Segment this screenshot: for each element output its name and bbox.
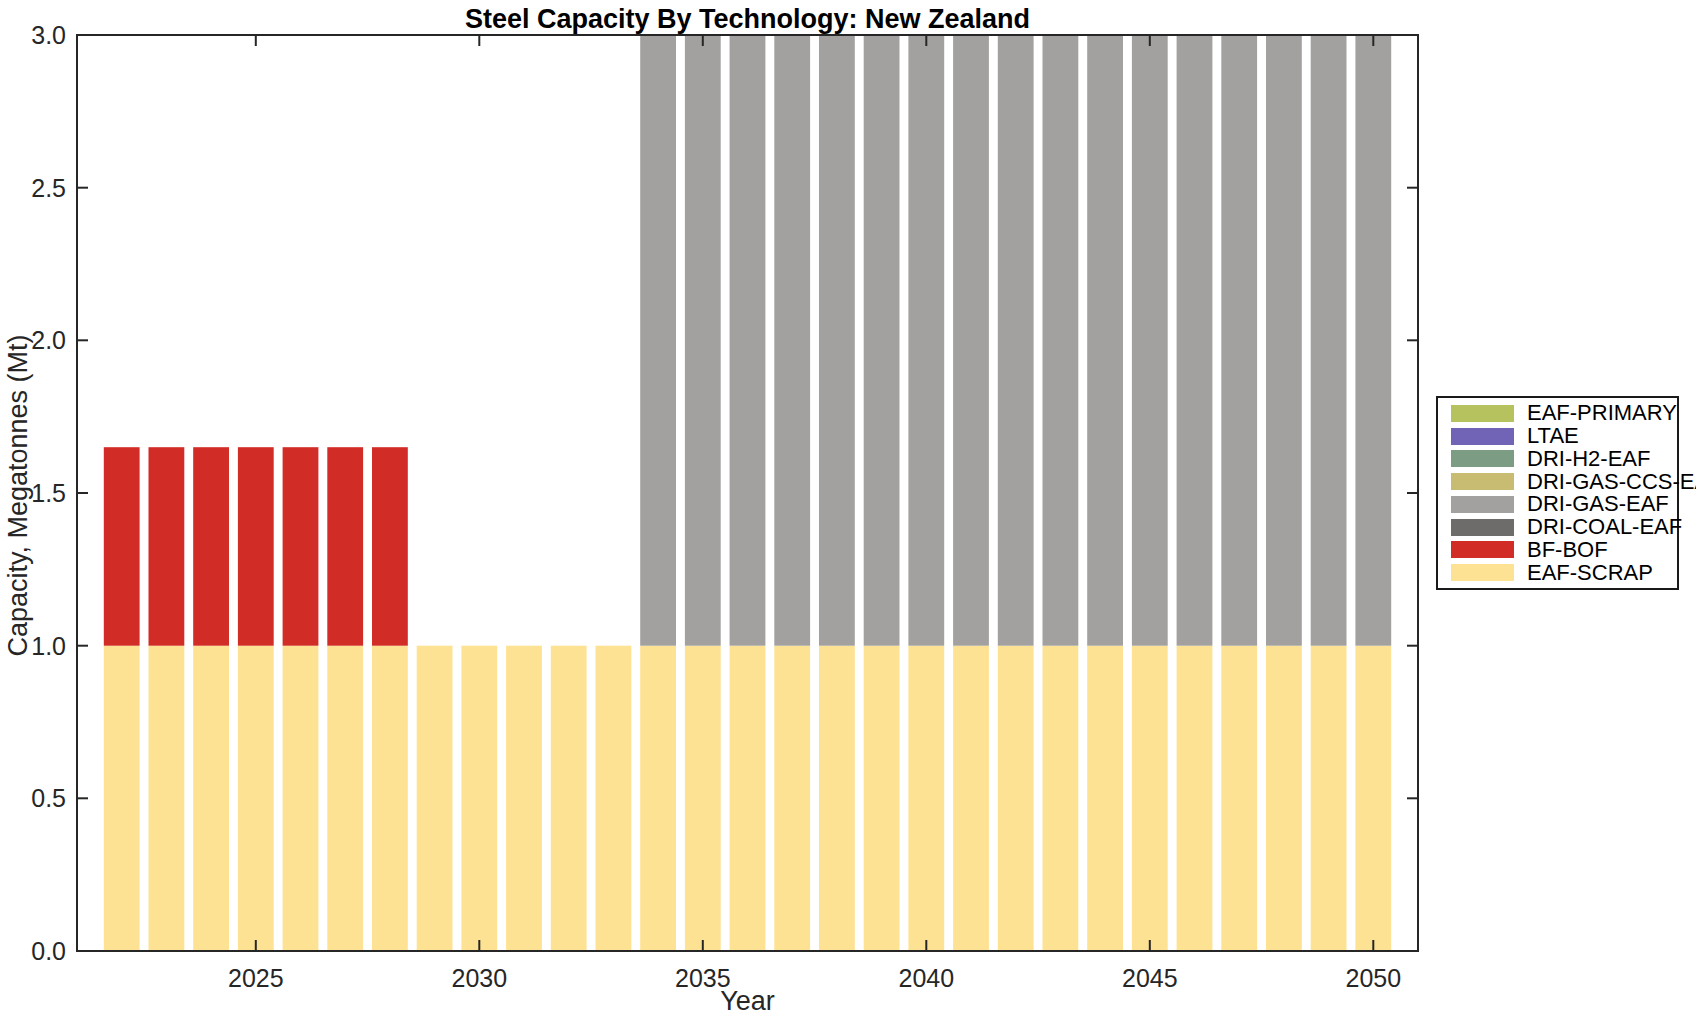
bar-segment-dri-gas-eaf-2048 — [1266, 35, 1302, 646]
bar-segment-eaf-scrap-2031 — [506, 646, 542, 951]
bar-segment-eaf-scrap-2024 — [193, 646, 229, 951]
legend-swatch-bf-bof — [1451, 541, 1514, 558]
bar-segment-dri-gas-eaf-2038 — [819, 35, 855, 646]
bar-segment-bf-bof-2025 — [238, 447, 274, 646]
legend-label: DRI-COAL-EAF — [1527, 516, 1682, 538]
y-tick-label: 3.0 — [31, 21, 66, 49]
bar-segment-dri-gas-eaf-2042 — [998, 35, 1034, 646]
bar-segment-eaf-scrap-2028 — [372, 646, 408, 951]
bar-segment-dri-gas-eaf-2035 — [685, 35, 721, 646]
legend-swatch-dri-gas-ccs-eaf — [1451, 473, 1514, 490]
bar-segment-eaf-scrap-2034 — [640, 646, 676, 951]
bar-segment-eaf-scrap-2036 — [730, 646, 766, 951]
bar-segment-eaf-scrap-2041 — [953, 646, 989, 951]
legend-label: EAF-PRIMARY — [1527, 402, 1677, 424]
chart-title: Steel Capacity By Technology: New Zealan… — [77, 4, 1418, 35]
legend: EAF-PRIMARYLTAEDRI-H2-EAFDRI-GAS-CCS-EAF… — [1436, 396, 1679, 590]
y-tick-label: 1.0 — [31, 632, 66, 660]
bar-segment-eaf-scrap-2030 — [461, 646, 497, 951]
bar-segment-eaf-scrap-2039 — [864, 646, 900, 951]
bar-segment-dri-gas-eaf-2043 — [1043, 35, 1079, 646]
x-axis-label: Year — [77, 986, 1418, 1017]
bar-segment-eaf-scrap-2045 — [1132, 646, 1168, 951]
legend-swatch-ltae — [1451, 428, 1514, 445]
y-axis-label: Capacity, Megatonnes (Mt) — [3, 321, 34, 671]
bar-segment-eaf-scrap-2029 — [417, 646, 453, 951]
legend-swatch-eaf-primary — [1451, 405, 1514, 422]
bar-segment-eaf-scrap-2043 — [1043, 646, 1079, 951]
bar-segment-eaf-scrap-2023 — [149, 646, 185, 951]
bar-segment-bf-bof-2022 — [104, 447, 140, 646]
legend-swatch-eaf-scrap — [1451, 564, 1514, 581]
bar-segment-eaf-scrap-2037 — [774, 646, 810, 951]
legend-item-dri-coal-eaf: DRI-COAL-EAF — [1438, 516, 1677, 538]
y-tick-label: 2.0 — [31, 326, 66, 354]
bar-segment-dri-gas-eaf-2034 — [640, 35, 676, 646]
legend-label: DRI-GAS-CCS-EAF — [1527, 471, 1696, 493]
bar-segment-eaf-scrap-2042 — [998, 646, 1034, 951]
bar-segment-eaf-scrap-2040 — [908, 646, 944, 951]
bar-segment-dri-gas-eaf-2045 — [1132, 35, 1168, 646]
bar-segment-eaf-scrap-2046 — [1177, 646, 1213, 951]
bar-segment-dri-gas-eaf-2050 — [1355, 35, 1391, 646]
bar-segment-eaf-scrap-2033 — [596, 646, 632, 951]
legend-item-dri-gas-ccs-eaf: DRI-GAS-CCS-EAF — [1438, 471, 1677, 493]
y-tick-label: 0.0 — [31, 937, 66, 965]
y-tick-label: 2.5 — [31, 174, 66, 202]
bar-segment-bf-bof-2024 — [193, 447, 229, 646]
bar-segment-dri-gas-eaf-2047 — [1221, 35, 1257, 646]
legend-label: EAF-SCRAP — [1527, 562, 1653, 584]
bar-segment-bf-bof-2028 — [372, 447, 408, 646]
bar-segment-eaf-scrap-2049 — [1311, 646, 1347, 951]
bar-segment-eaf-scrap-2022 — [104, 646, 140, 951]
bar-segment-eaf-scrap-2038 — [819, 646, 855, 951]
legend-label: DRI-GAS-EAF — [1527, 493, 1669, 515]
bar-segment-eaf-scrap-2048 — [1266, 646, 1302, 951]
bar-segment-dri-gas-eaf-2046 — [1177, 35, 1213, 646]
legend-item-bf-bof: BF-BOF — [1438, 539, 1677, 561]
bar-segment-eaf-scrap-2027 — [327, 646, 363, 951]
figure: 2025203020352040204520500.00.51.01.52.02… — [0, 0, 1696, 1021]
bar-segment-eaf-scrap-2047 — [1221, 646, 1257, 951]
bar-segment-eaf-scrap-2044 — [1087, 646, 1123, 951]
bar-segment-eaf-scrap-2026 — [283, 646, 319, 951]
bar-segment-bf-bof-2027 — [327, 447, 363, 646]
legend-label: DRI-H2-EAF — [1527, 448, 1650, 470]
legend-item-eaf-scrap: EAF-SCRAP — [1438, 562, 1677, 584]
legend-swatch-dri-gas-eaf — [1451, 496, 1514, 513]
bar-segment-eaf-scrap-2025 — [238, 646, 274, 951]
legend-swatch-dri-h2-eaf — [1451, 450, 1514, 467]
bar-segment-dri-gas-eaf-2036 — [730, 35, 766, 646]
bar-segment-eaf-scrap-2050 — [1355, 646, 1391, 951]
y-tick-label: 0.5 — [31, 784, 66, 812]
bar-segment-eaf-scrap-2032 — [551, 646, 587, 951]
bar-segment-eaf-scrap-2035 — [685, 646, 721, 951]
legend-swatch-dri-coal-eaf — [1451, 519, 1514, 536]
bar-segment-dri-gas-eaf-2040 — [908, 35, 944, 646]
legend-item-eaf-primary: EAF-PRIMARY — [1438, 402, 1677, 424]
legend-label: BF-BOF — [1527, 539, 1608, 561]
bar-segment-bf-bof-2023 — [149, 447, 185, 646]
bar-segment-dri-gas-eaf-2049 — [1311, 35, 1347, 646]
bar-segment-dri-gas-eaf-2044 — [1087, 35, 1123, 646]
bar-segment-dri-gas-eaf-2039 — [864, 35, 900, 646]
legend-item-dri-h2-eaf: DRI-H2-EAF — [1438, 448, 1677, 470]
legend-item-dri-gas-eaf: DRI-GAS-EAF — [1438, 493, 1677, 515]
legend-item-ltae: LTAE — [1438, 425, 1677, 447]
bar-segment-dri-gas-eaf-2041 — [953, 35, 989, 646]
bar-segment-dri-gas-eaf-2037 — [774, 35, 810, 646]
legend-label: LTAE — [1527, 425, 1579, 447]
y-tick-label: 1.5 — [31, 479, 66, 507]
bar-segment-bf-bof-2026 — [283, 447, 319, 646]
